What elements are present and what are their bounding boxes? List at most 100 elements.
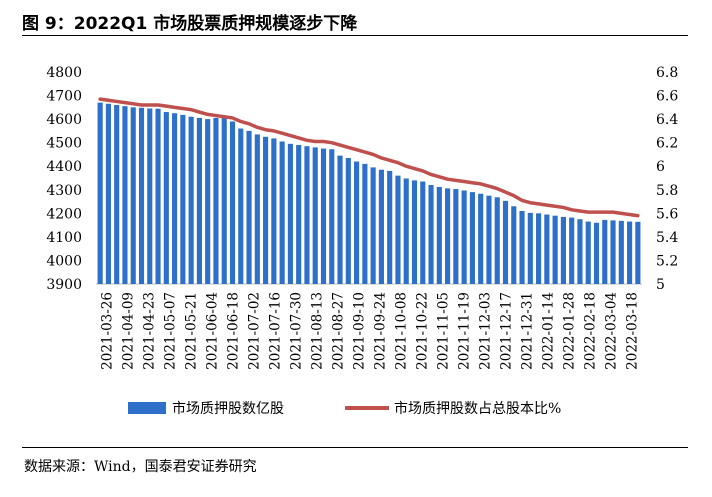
bar — [246, 130, 252, 284]
left-y-tick-label: 4100 — [46, 230, 82, 246]
x-tick-label: 2021-08-27 — [331, 292, 347, 370]
bar — [577, 219, 583, 284]
left-y-tick-label: 4800 — [46, 65, 82, 81]
x-tick-label: 2021-03-26 — [100, 292, 116, 370]
bar — [345, 157, 351, 284]
bar — [445, 188, 451, 284]
x-tick-label: 2021-11-05 — [436, 292, 452, 370]
bar — [560, 216, 566, 284]
x-tick-label: 2022-02-18 — [583, 292, 599, 370]
bar — [138, 107, 145, 284]
bar — [155, 108, 161, 284]
bar — [180, 114, 186, 285]
right-y-axis: 6.8 6.6 6.4 6.2 6 5.8 5.6 5.4 5.2 5 — [656, 65, 678, 293]
bar — [411, 180, 418, 284]
bar — [569, 217, 575, 284]
left-y-tick-label: 4000 — [46, 253, 82, 269]
bar — [296, 145, 302, 284]
bar — [221, 117, 227, 284]
bar — [585, 221, 591, 284]
left-y-tick-label: 4500 — [46, 136, 82, 152]
right-y-tick-label: 5.4 — [656, 230, 678, 246]
bar — [254, 134, 260, 284]
left-y-tick-label: 4400 — [46, 159, 82, 175]
bar — [527, 212, 533, 284]
x-tick-label: 2022-03-18 — [625, 292, 641, 370]
bottom-rule — [22, 447, 688, 448]
right-y-tick-label: 5.8 — [656, 183, 678, 199]
bar — [370, 167, 376, 284]
figure-title: 图 9：2022Q1 市场股票质押规模逐步下降 — [22, 14, 358, 34]
legend-swatch-bar — [128, 402, 166, 414]
x-tick-label: 2021-07-02 — [247, 292, 263, 370]
bar — [436, 186, 442, 284]
x-tick-label: 2021-10-22 — [415, 292, 431, 370]
left-y-tick-label: 4300 — [46, 183, 82, 199]
bar — [114, 104, 120, 284]
bar — [461, 190, 467, 284]
x-tick-label: 2021-12-03 — [478, 292, 494, 370]
bar — [403, 178, 409, 284]
left-y-tick-label: 4200 — [46, 206, 82, 222]
x-tick-label: 2021-04-23 — [142, 292, 158, 370]
bar — [395, 175, 401, 284]
bar — [263, 136, 269, 284]
legend-label-bar: 市场质押股数亿股 — [172, 400, 284, 417]
line-series — [98, 97, 640, 218]
x-tick-label: 2021-10-08 — [394, 292, 410, 370]
bar — [196, 117, 202, 285]
bar — [469, 192, 475, 284]
x-tick-label: 2021-05-21 — [184, 292, 200, 370]
bar — [172, 113, 178, 284]
bar — [213, 117, 219, 285]
right-y-tick-label: 5 — [656, 277, 665, 293]
bar — [163, 112, 169, 284]
x-tick-label: 2021-04-09 — [121, 292, 137, 370]
bar — [147, 108, 153, 284]
bar — [511, 206, 517, 284]
bar — [378, 169, 384, 284]
bar — [130, 107, 136, 284]
bar — [188, 116, 194, 284]
bar — [610, 220, 616, 284]
legend: 市场质押股数亿股 市场质押股数占总股本比% — [128, 400, 561, 417]
left-y-axis: 4800 4700 4600 4500 4400 4300 4200 4100 4000 3900 — [46, 65, 82, 293]
bar — [320, 148, 327, 284]
bar — [536, 213, 542, 284]
x-tick-label: 2021-08-13 — [310, 292, 326, 370]
x-tick-label: 2022-01-28 — [562, 292, 578, 370]
bar-series — [97, 102, 641, 285]
right-y-tick-label: 6.6 — [656, 89, 678, 105]
x-tick-label: 2022-03-04 — [604, 292, 620, 370]
bar — [502, 200, 509, 284]
bar — [337, 155, 343, 284]
bar — [420, 181, 426, 284]
chart: 4800 4700 4600 4500 4400 4300 4200 4100 4000 3900… — [46, 65, 678, 417]
bar — [271, 138, 277, 284]
x-axis: 2021-03-26 2021-04-09 2021-04-23 2021-05-07… — [100, 292, 641, 370]
right-y-tick-label: 6.2 — [656, 136, 678, 152]
bar — [105, 103, 111, 284]
bar — [238, 128, 244, 284]
bar — [478, 193, 484, 284]
top-rule — [22, 35, 688, 36]
bar — [312, 147, 318, 284]
legend-label-line: 市场质押股数占总股本比% — [394, 400, 561, 417]
bar — [279, 141, 285, 284]
bar — [519, 210, 525, 284]
bar — [229, 121, 236, 284]
x-tick-label: 2021-07-16 — [268, 292, 284, 370]
bar — [494, 197, 500, 284]
bar — [618, 220, 624, 284]
bar — [122, 106, 128, 284]
x-tick-label: 2021-12-17 — [499, 292, 515, 370]
bar — [486, 195, 492, 284]
ratio-line — [98, 97, 640, 218]
bar — [287, 143, 293, 284]
x-tick-label: 2021-12-31 — [520, 292, 536, 370]
x-tick-label: 2021-06-18 — [226, 292, 242, 370]
left-y-tick-label: 4600 — [46, 112, 82, 128]
x-tick-label: 2021-05-07 — [163, 292, 179, 370]
bar — [97, 102, 103, 285]
bar — [428, 185, 434, 284]
